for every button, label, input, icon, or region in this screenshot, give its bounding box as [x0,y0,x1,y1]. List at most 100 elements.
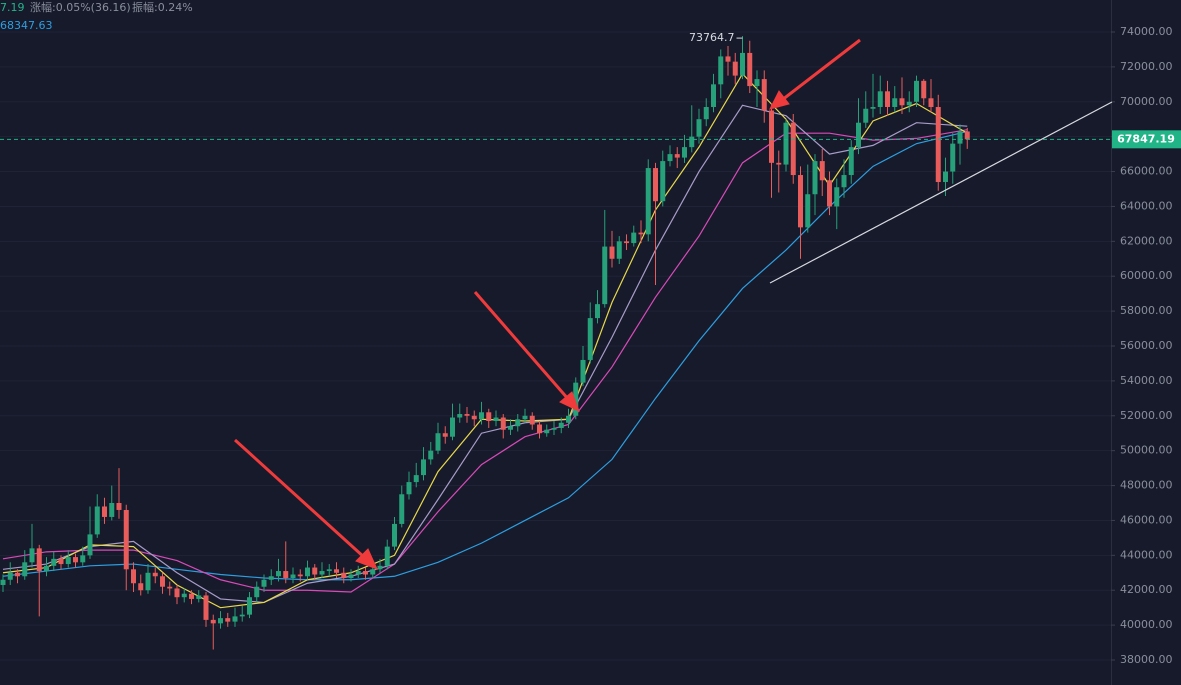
candle-body [138,583,144,591]
candle-body [957,131,963,144]
candle-body [725,56,731,62]
candle-body [0,579,6,585]
candle-body [566,415,571,423]
candle-body [921,80,927,99]
candle-body [261,579,267,587]
arrow [233,438,367,560]
candle-body [276,571,281,577]
candle-body [950,143,956,172]
candle-body [399,494,405,524]
ma-line [2,129,968,593]
candle-body [515,419,521,427]
candle-body [232,616,238,622]
candle-body [885,91,890,108]
candle-body [819,161,825,181]
candle-body [239,614,245,617]
candle-body [587,318,593,360]
candle-body [805,194,811,228]
candle-body [341,572,347,579]
candle-body [80,555,86,563]
candle-body [413,475,419,483]
candle-body [160,576,165,587]
candle-body [769,110,774,163]
candle-body [660,161,666,202]
candle-body [638,232,644,235]
y-tick-label: 52000.00 [1120,409,1173,422]
candle-body [653,168,658,202]
candle-body [22,562,28,577]
candle-body [181,593,187,598]
candle-body [682,147,687,158]
candle-body [718,56,724,85]
candle-body [624,241,629,244]
candle-body [210,619,216,624]
candle-body [15,572,20,577]
candle-body [326,569,332,572]
header-ma: 68347.63 [0,19,53,32]
candle-body [827,180,832,207]
candle-body [167,586,173,589]
candle-body [573,382,579,416]
y-tick-label: 56000.00 [1120,339,1173,352]
candle-body [870,107,876,109]
candle-body [703,107,709,120]
candle-body [711,84,716,108]
header-amplitude: 振幅:0.24% [132,0,193,14]
candle-body [935,107,941,183]
candle-body [943,171,948,183]
arrow [473,291,571,401]
y-tick-label: 54000.00 [1120,374,1173,387]
y-tick-label: 48000.00 [1120,479,1173,492]
candle-body [203,595,209,620]
trend-line [769,101,1113,284]
candle-body [877,91,883,108]
candle-body [355,571,361,575]
candle-body [102,506,107,517]
candle-body [500,417,506,430]
candle-body [44,565,49,572]
candle-body [145,572,151,591]
candle-body [225,618,231,622]
candle-body [667,154,673,162]
candle-body [631,232,637,244]
candle-body [290,574,296,579]
candle-body [442,433,448,437]
candle-body [529,415,535,425]
candle-body [841,175,847,188]
candle-body [377,565,383,570]
candle-body [914,80,919,102]
high-annotation: 73764.7 [689,31,735,44]
candle-body [689,136,695,148]
candle-body [247,597,252,615]
last-price-box [1112,130,1181,149]
candle-body [435,433,441,451]
candle-body [508,426,513,430]
arrow-head [769,90,790,110]
arrow-head [355,548,378,570]
candle-body [558,422,564,428]
candle-body [363,571,368,575]
candle-body [471,415,477,420]
candle-body [94,506,100,535]
candle-body [747,52,753,87]
candle-body [406,482,412,495]
candle-body [189,593,194,599]
candle-body [544,429,550,434]
candle-body [798,175,803,228]
candle-body [384,546,390,566]
candle-body [892,98,898,108]
candle-body [51,558,57,566]
candle-body [334,569,339,573]
candle-body [863,108,869,123]
candle-body [674,154,680,158]
candle-body [783,122,789,165]
y-tick-label: 38000.00 [1120,653,1173,666]
candle-body [848,147,854,176]
y-tick-label: 72000.00 [1120,60,1173,73]
candle-body [740,52,745,76]
candle-body [906,101,912,106]
header-change: 涨幅:0.05%(36.16) [30,1,131,14]
candle-body [790,122,796,176]
